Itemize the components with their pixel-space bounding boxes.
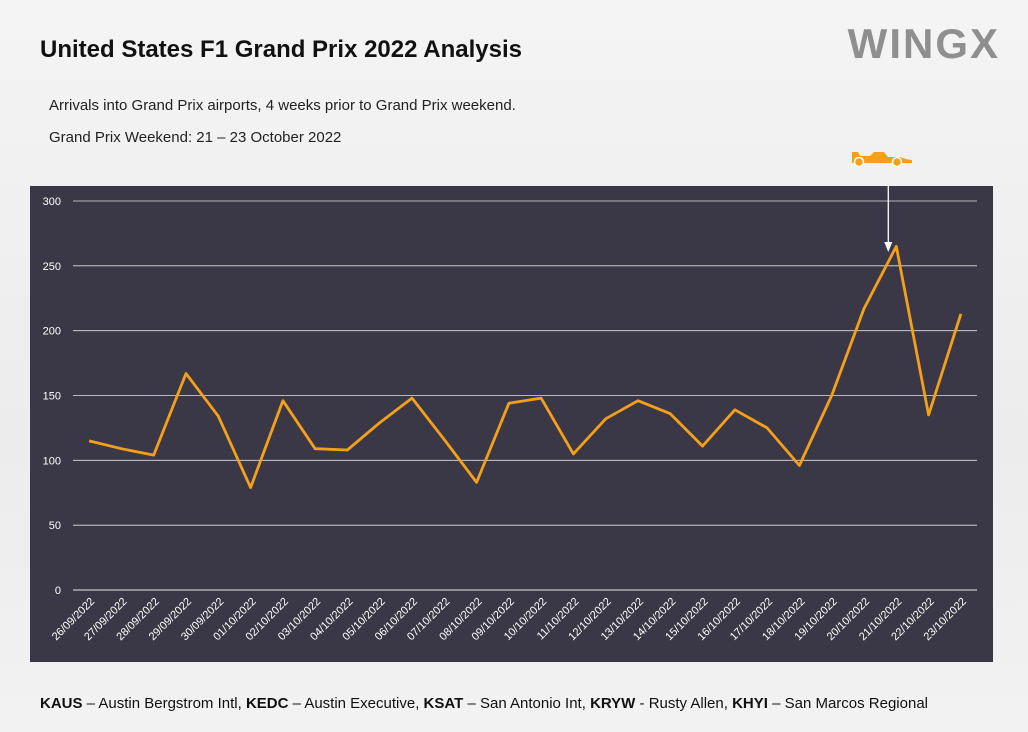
y-tick-label: 100: [43, 455, 61, 467]
airport-code-4: KHYI: [732, 695, 768, 712]
line-chart: 05010015020025030026/09/202227/09/202228…: [43, 166, 977, 643]
y-tick-label: 250: [43, 261, 61, 273]
y-tick-label: 150: [43, 391, 61, 403]
series-line-0: [88, 245, 963, 490]
airport-name-0: Austin Bergstrom Intl,: [98, 695, 246, 712]
page-title: United States F1 Grand Prix 2022 Analysi…: [40, 36, 522, 63]
airport-sep-0: –: [82, 695, 99, 712]
grand-prix-weekend-note: Grand Prix Weekend: 21 – 23 October 2022: [49, 129, 342, 146]
y-tick-label: 0: [55, 585, 61, 597]
y-tick-label: 300: [43, 196, 61, 208]
chart-subtitle: Arrivals into Grand Prix airports, 4 wee…: [49, 97, 516, 114]
airport-sep-3: -: [635, 695, 649, 712]
airport-name-2: San Antonio Int,: [479, 695, 591, 712]
airport-name-1: Austin Executive,: [304, 695, 424, 712]
arrow-down-icon: [884, 242, 893, 252]
airport-legend-footer: KAUS – Austin Bergstrom Intl, KEDC – Aus…: [40, 695, 928, 712]
chart-area: 0 50 100 150 200 250 300 26/09/2022 27/09/2022 28…: [30, 166, 993, 662]
airport-code-3: KRYW: [590, 695, 636, 712]
airport-sep-2: –: [463, 695, 480, 712]
wingx-logo: WINGX: [847, 20, 1000, 67]
airport-name-4: San Marcos Regional: [784, 695, 929, 712]
airport-code-1: KEDC: [245, 695, 289, 712]
y-tick-label: 200: [43, 326, 61, 338]
race-car-icon: [852, 152, 912, 168]
airport-sep-4: –: [767, 695, 785, 712]
airport-code-0: KAUS: [40, 695, 83, 712]
airport-name-3: Rusty Allen,: [648, 695, 733, 712]
airport-code-2: KSAT: [423, 695, 464, 712]
airport-sep-1: –: [288, 695, 305, 712]
y-tick-label: 50: [49, 520, 61, 532]
